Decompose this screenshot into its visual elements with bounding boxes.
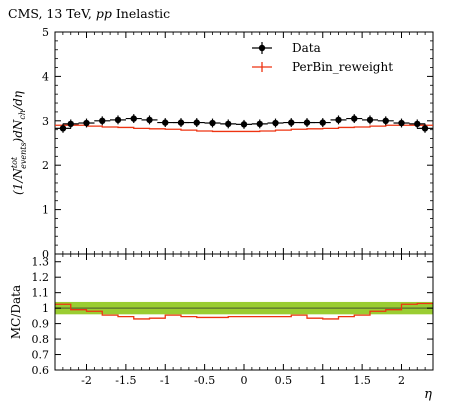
data-point (55, 123, 71, 133)
legend-item-mc: PerBin_reweight (252, 60, 393, 74)
x-tick-label: 1 (319, 374, 326, 387)
main-y-tick-label: 0 (42, 248, 49, 261)
x-tick-label: 0 (241, 374, 248, 387)
main-y-tick-label: 5 (42, 26, 49, 39)
ratio-y-axis: 0.6 0.7 0.8 0.9 1 1.1 1.2 1.3 (32, 256, 433, 377)
main-y-tick-label: 2 (42, 159, 49, 172)
data-point-marker (209, 119, 216, 127)
data-point-marker (288, 119, 295, 126)
data-point (188, 118, 205, 128)
main-y-tick-label: 3 (42, 115, 49, 128)
data-point-marker (256, 120, 263, 128)
x-tick-label: 1.5 (353, 374, 371, 387)
x-tick-label: -2 (81, 374, 92, 387)
main-y-tick-label: 1 (42, 204, 49, 217)
data-point (94, 116, 111, 126)
data-point-marker (272, 119, 279, 127)
data-point-marker (414, 120, 421, 128)
data-point-marker (366, 116, 374, 124)
data-point-marker (225, 120, 232, 128)
x-tick-label: 2 (398, 374, 405, 387)
ratio-y-tick-label: 1.3 (32, 256, 50, 269)
x-tick-label: -0.5 (194, 374, 215, 387)
data-point-marker (193, 119, 200, 126)
data-point (362, 115, 378, 125)
ratio-y-tick-label: 0.8 (32, 333, 50, 346)
main-y-tick-label: 4 (42, 70, 49, 83)
mc-series-line (55, 124, 433, 133)
data-point (330, 115, 347, 125)
data-point (62, 119, 79, 129)
legend-mc-label: PerBin_reweight (292, 60, 393, 74)
x-tick-label: -1.5 (115, 374, 136, 387)
data-point (204, 118, 221, 128)
ratio-y-tick-label: 0.7 (32, 349, 50, 362)
data-point (125, 114, 142, 124)
data-point-marker (67, 120, 74, 128)
ratio-y-axis-label: MC/Data (9, 285, 23, 339)
data-point-marker (303, 119, 311, 126)
main-panel: 0 1 2 3 4 5 (42, 26, 434, 261)
data-point (417, 123, 433, 133)
ratio-y-tick-label: 0.6 (32, 364, 50, 377)
data-point (110, 115, 126, 125)
data-point-marker (59, 125, 67, 132)
data-point (314, 118, 331, 128)
data-point (220, 119, 237, 129)
x-tick-label: -1 (160, 374, 171, 387)
ratio-y-tick-label: 0.9 (32, 318, 50, 331)
data-point-marker (319, 119, 326, 126)
legend-data-label: Data (292, 41, 321, 55)
data-point (377, 116, 394, 126)
data-point-marker (114, 116, 122, 124)
data-point-marker (162, 119, 169, 126)
data-point (78, 118, 95, 128)
ratio-step-path (55, 302, 433, 320)
ratio-panel: 0.6 0.7 0.8 0.9 1 1.1 1.2 1.3 -2 -1.5 -1 -0.5 0 0.5 1… (32, 253, 434, 387)
ratio-y-tick-label: 1 (42, 302, 49, 315)
data-point-marker (130, 115, 137, 122)
ratio-mc-line (55, 302, 433, 320)
data-point (299, 118, 315, 128)
mc-step-path (55, 124, 433, 133)
data-point (346, 114, 363, 124)
ratio-y-tick-label: 1.2 (32, 271, 50, 284)
data-point-marker (177, 119, 185, 126)
main-y-axis: 0 1 2 3 4 5 (42, 26, 433, 261)
data-point (393, 118, 410, 128)
legend-item-data: Data (252, 41, 321, 55)
data-series-points (55, 114, 433, 133)
main-y-axis-label: (1/Ntotevents)dNch/dη (10, 90, 28, 195)
x-tick-label: 0.5 (275, 374, 293, 387)
data-point-marker (421, 125, 429, 132)
data-point-marker (351, 115, 358, 122)
data-point (283, 118, 300, 128)
data-point-marker (99, 117, 106, 125)
ratio-y-tick-label: 1.1 (32, 287, 50, 300)
data-point (409, 119, 426, 129)
data-point (173, 118, 189, 128)
legend-data-marker (258, 44, 266, 52)
data-point (157, 118, 174, 128)
data-point-marker (335, 116, 342, 124)
data-point-marker (146, 116, 153, 124)
legend: Data PerBin_reweight (252, 41, 393, 74)
data-point-marker (398, 119, 405, 127)
data-point-marker (382, 117, 389, 125)
chart-title: CMS, 13 TeV, pp Inelastic (8, 6, 170, 21)
data-point (141, 115, 158, 125)
x-axis-label: η (424, 387, 432, 402)
data-point (267, 118, 284, 128)
data-point-marker (83, 119, 90, 127)
data-point-marker (240, 121, 248, 128)
data-point (251, 119, 268, 129)
data-point (236, 119, 252, 129)
x-axis: -2 -1.5 -1 -0.5 0 0.5 1 1.5 2 (54, 254, 434, 387)
